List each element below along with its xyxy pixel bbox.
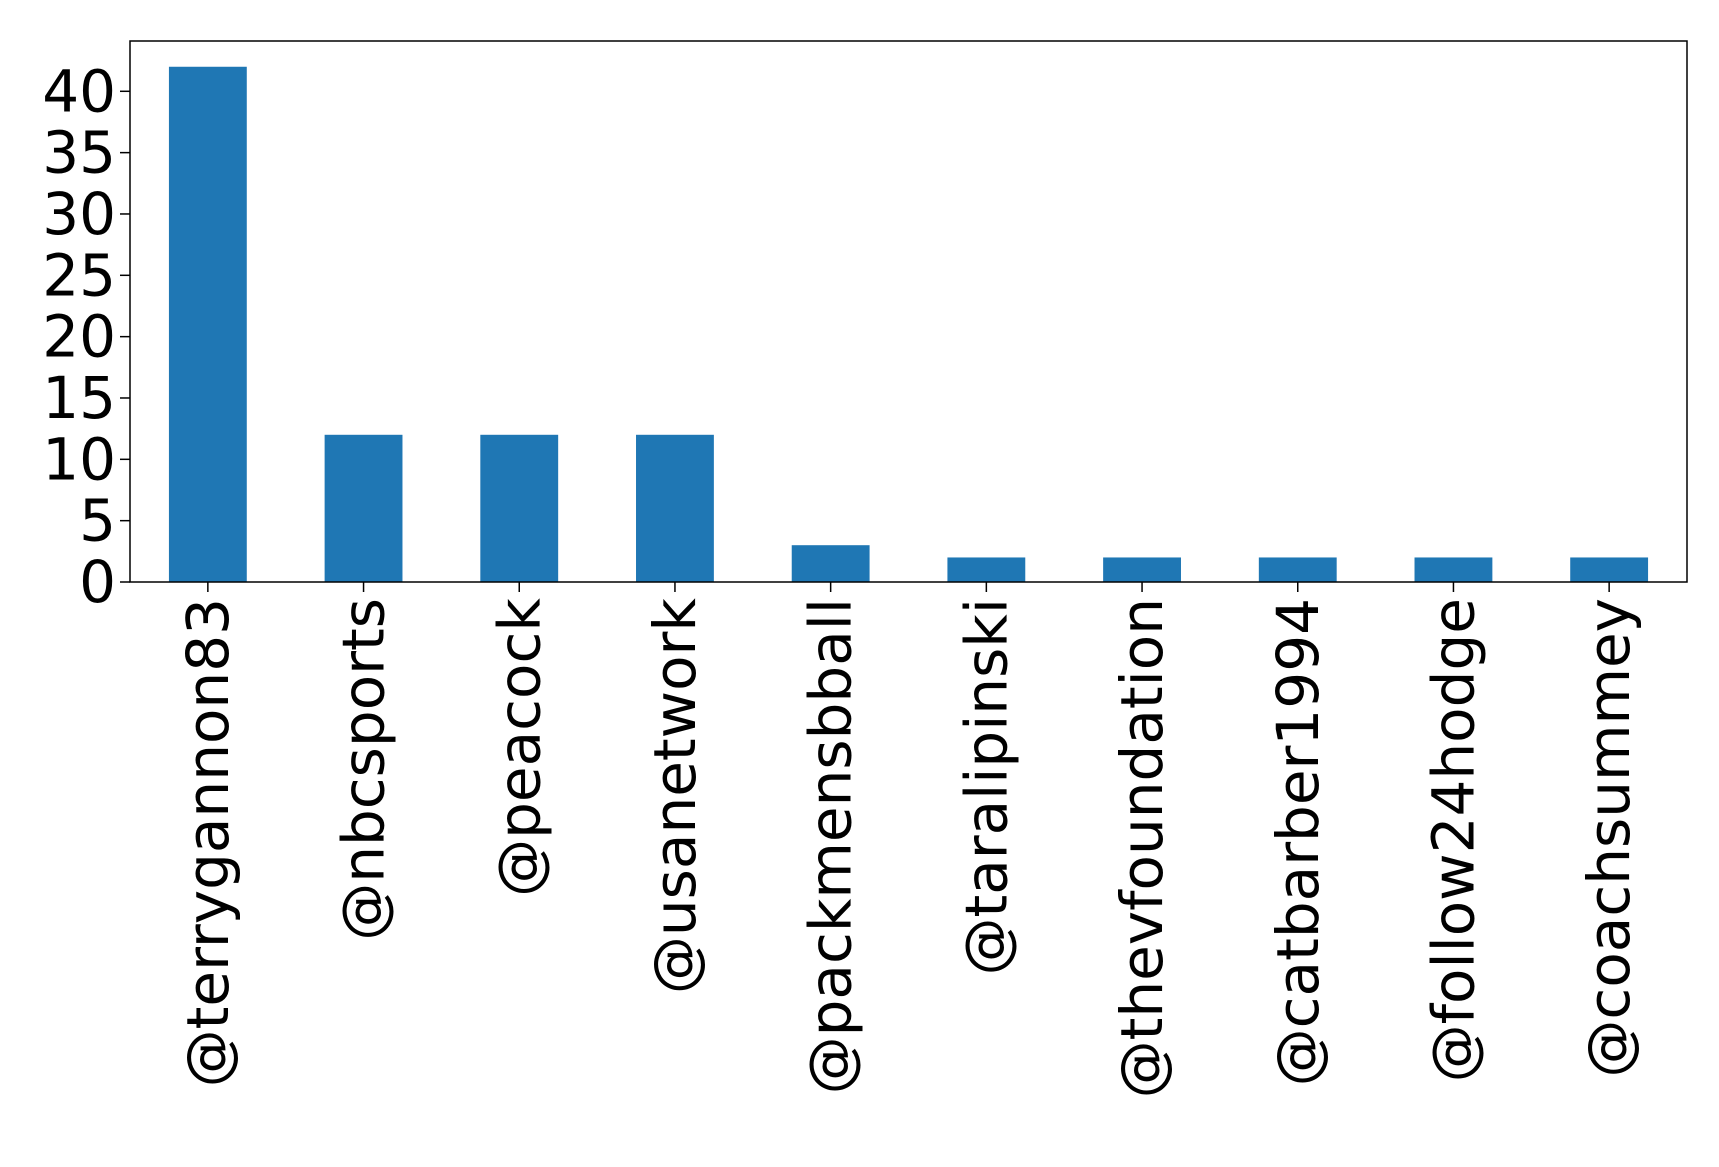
x-tick-label: @coachsummey	[1575, 598, 1643, 1078]
y-tick-label: 10	[42, 425, 116, 493]
bar-peacock	[480, 434, 559, 582]
bar-catbarber1994	[1258, 557, 1337, 582]
x-tick-label: @follow24hodge	[1419, 598, 1487, 1082]
x-tick-label: @usanetwork	[641, 598, 709, 994]
y-tick-label: 30	[42, 180, 116, 248]
bar-follow24hodge	[1414, 557, 1493, 582]
y-tick-label: 35	[42, 119, 116, 187]
x-tick-label: @packmensbball	[797, 598, 865, 1094]
y-tick-label: 0	[79, 548, 116, 616]
y-tick-label: 15	[42, 364, 116, 432]
plot-frame	[129, 40, 1688, 583]
bar-taralipinski	[947, 557, 1026, 582]
y-tick-label: 25	[42, 241, 116, 309]
bar-nbcsports	[324, 434, 403, 582]
x-axis: @terrygannon83 @nbcsports @peacock @usanetw…	[174, 582, 1643, 1098]
x-tick-label: @nbcsports	[330, 598, 398, 941]
y-tick-label: 40	[42, 57, 116, 125]
bar-packmensbball	[791, 545, 870, 582]
y-tick-label: 5	[79, 487, 116, 555]
bar-usanetwork	[636, 434, 714, 582]
y-tick-label: 20	[42, 303, 116, 371]
bar-terrygannon83	[168, 66, 247, 582]
bar-thevfoundation	[1103, 557, 1181, 582]
x-tick-label: @catbarber1994	[1264, 598, 1332, 1086]
x-tick-label: @thevfoundation	[1108, 598, 1176, 1098]
bar-coachsummey	[1570, 557, 1649, 582]
x-tick-label: @terrygannon83	[174, 598, 242, 1087]
bars-group	[168, 66, 1649, 582]
x-tick-label: @peacock	[485, 598, 553, 897]
x-tick-label: @taralipinski	[952, 598, 1020, 976]
